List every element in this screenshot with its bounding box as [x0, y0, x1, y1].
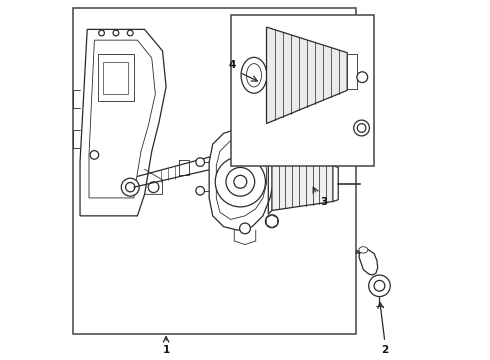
- Circle shape: [122, 178, 139, 196]
- Polygon shape: [216, 137, 267, 220]
- Circle shape: [226, 167, 255, 196]
- Polygon shape: [359, 248, 378, 275]
- Circle shape: [240, 223, 250, 234]
- Ellipse shape: [246, 64, 262, 87]
- Text: 2: 2: [381, 345, 389, 355]
- Polygon shape: [80, 30, 166, 216]
- Circle shape: [113, 30, 119, 36]
- Polygon shape: [267, 27, 347, 123]
- Circle shape: [357, 124, 366, 132]
- Circle shape: [374, 280, 385, 291]
- Circle shape: [90, 150, 98, 159]
- Polygon shape: [98, 54, 134, 101]
- Circle shape: [215, 157, 266, 207]
- Circle shape: [98, 30, 104, 36]
- Polygon shape: [272, 157, 333, 211]
- Ellipse shape: [241, 57, 267, 93]
- Circle shape: [148, 182, 159, 193]
- Text: 1: 1: [163, 345, 170, 355]
- Circle shape: [196, 158, 204, 166]
- Circle shape: [125, 183, 135, 192]
- Circle shape: [266, 215, 278, 228]
- Circle shape: [234, 175, 247, 188]
- Circle shape: [196, 186, 204, 195]
- Bar: [73, 8, 356, 334]
- Circle shape: [357, 72, 368, 82]
- Text: 4: 4: [229, 60, 236, 70]
- Polygon shape: [89, 40, 155, 198]
- Ellipse shape: [359, 247, 368, 253]
- Text: 3: 3: [320, 197, 327, 207]
- Bar: [231, 15, 374, 166]
- Circle shape: [354, 120, 369, 136]
- Bar: [347, 54, 357, 89]
- Circle shape: [368, 275, 390, 297]
- Polygon shape: [103, 62, 128, 94]
- Circle shape: [127, 30, 133, 36]
- Polygon shape: [209, 126, 274, 230]
